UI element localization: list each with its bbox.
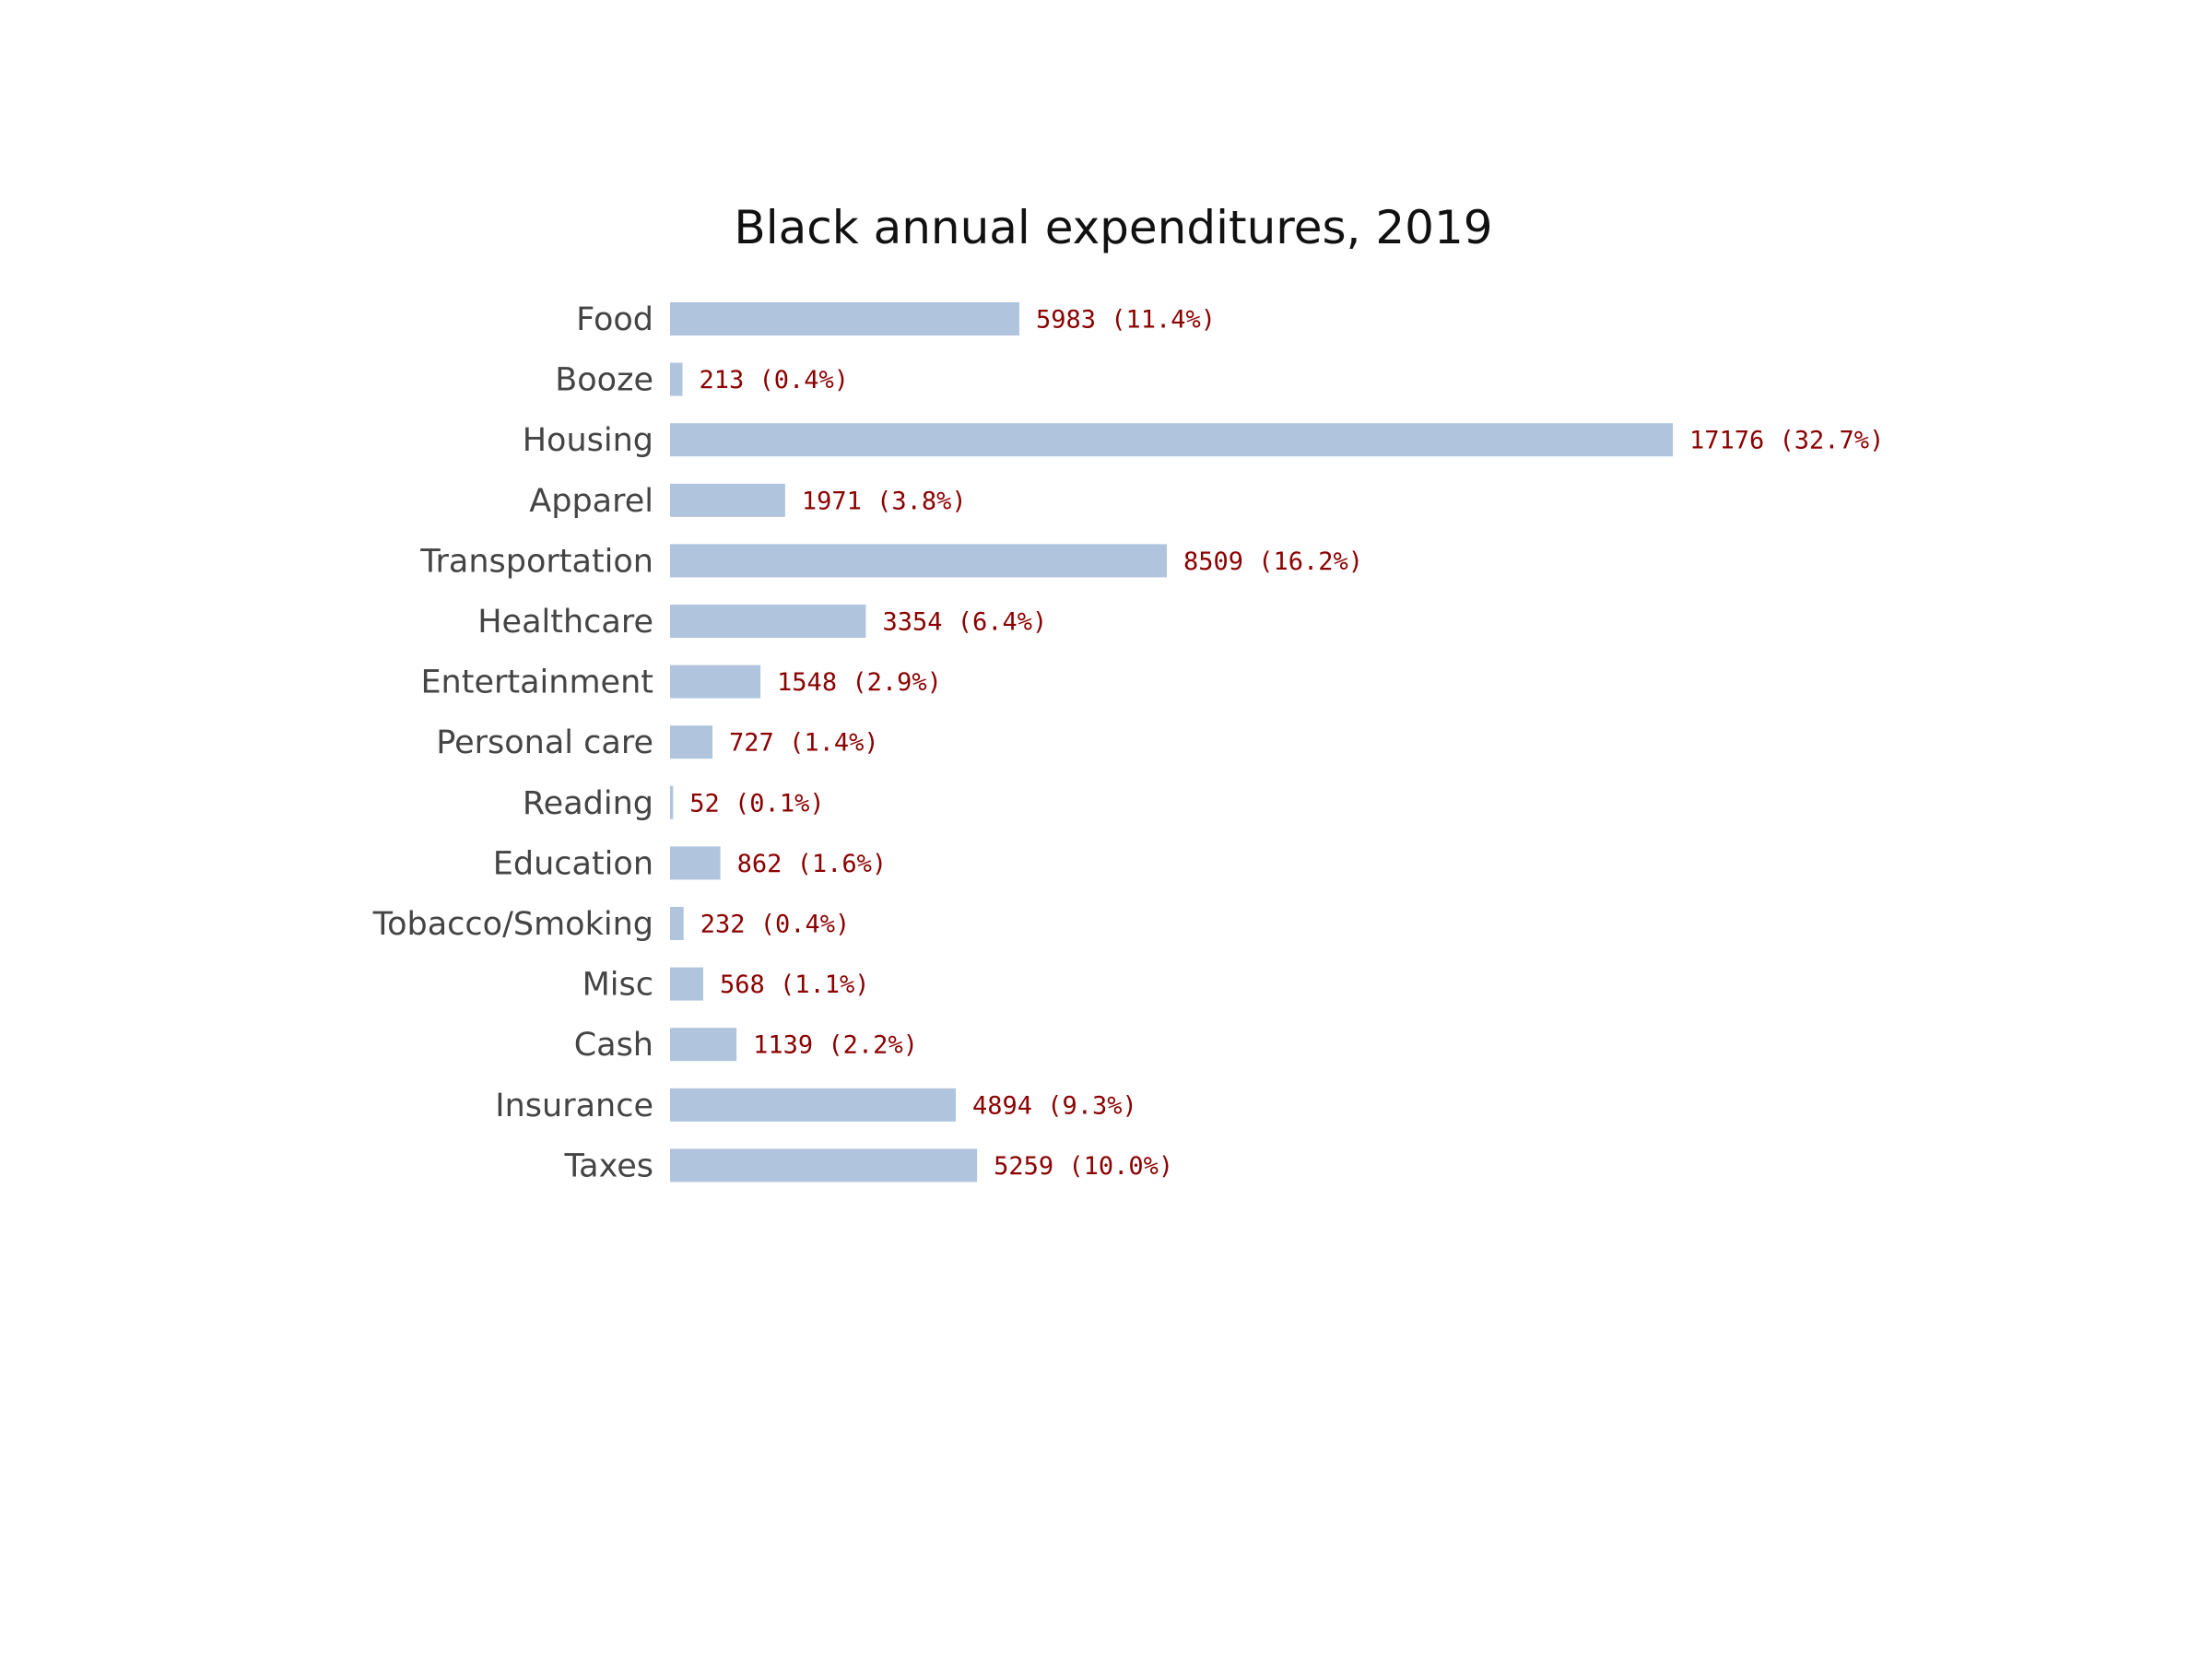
category-label: Insurance: [495, 1088, 653, 1124]
category-label: Cash: [574, 1027, 653, 1064]
bar: [670, 967, 703, 1001]
category-label: Housing: [523, 422, 653, 459]
bar: [670, 1148, 978, 1182]
bars-group: Food 5983 (11.4%) Booze 213 (0.4%) Housing 17…: [372, 301, 1885, 1184]
value-label: 17176 (32.7%): [1689, 427, 1884, 455]
bar: [670, 785, 674, 819]
bar: [670, 423, 1673, 457]
bar: [670, 846, 721, 880]
bar: [670, 725, 713, 759]
category-label: Booze: [555, 362, 653, 399]
bar: [670, 1088, 957, 1122]
category-label: Transportation: [419, 543, 653, 580]
bar: [670, 605, 866, 638]
value-label: 1971 (3.8%): [802, 487, 967, 515]
bar: [670, 1028, 737, 1062]
value-label: 213 (0.4%): [699, 366, 849, 394]
value-label: 1139 (2.2%): [753, 1031, 918, 1060]
bar: [670, 362, 683, 396]
value-label: 568 (1.1%): [720, 971, 870, 999]
category-label: Tobacco/Smoking: [372, 906, 653, 943]
category-label: Personal care: [436, 724, 653, 761]
value-label: 3354 (6.4%): [882, 608, 1047, 637]
category-label: Entertainment: [420, 665, 653, 701]
value-label: 5983 (11.4%): [1036, 306, 1216, 335]
category-label: Food: [576, 301, 653, 338]
value-label: 1548 (2.9%): [777, 668, 942, 697]
bar: [670, 665, 761, 699]
bar: [670, 907, 684, 940]
value-label: 232 (0.4%): [700, 911, 851, 939]
category-label: Apparel: [529, 483, 653, 520]
value-label: 52 (0.1%): [689, 789, 824, 818]
bar: [670, 544, 1167, 578]
value-label: 5259 (10.0%): [994, 1152, 1173, 1181]
value-label: 8509 (16.2%): [1183, 547, 1363, 576]
category-label: Healthcare: [477, 604, 653, 641]
bar: [670, 302, 1019, 335]
value-label: 727 (1.4%): [729, 729, 879, 758]
value-label: 862 (1.6%): [737, 850, 888, 878]
category-label: Taxes: [564, 1147, 653, 1184]
value-label: 4894 (9.3%): [972, 1091, 1137, 1120]
chart-title: Black annual expenditures, 2019: [734, 201, 1492, 254]
category-label: Misc: [582, 967, 653, 1004]
category-label: Reading: [523, 785, 653, 822]
category-label: Education: [493, 845, 653, 882]
bar: [670, 483, 785, 517]
